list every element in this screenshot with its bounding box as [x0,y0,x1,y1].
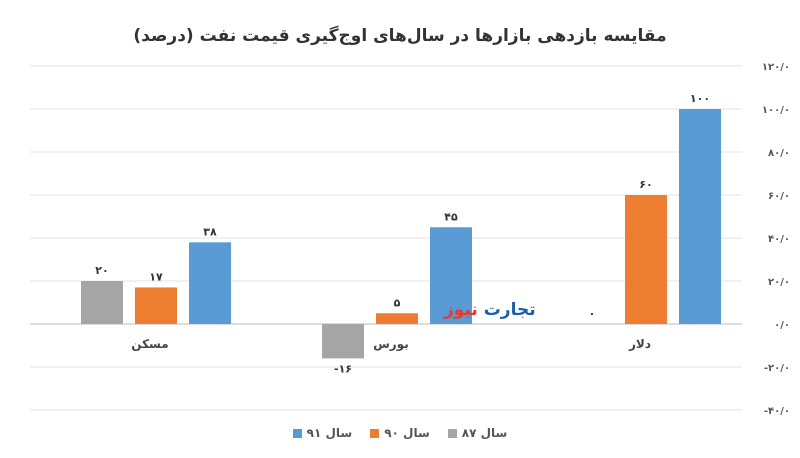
bar [135,287,177,324]
chart-title: مقایسه بازدهی بازارها در سال‌های اوج‌گیر… [133,26,667,46]
data-label: ۰ [589,307,596,320]
data-label: -۱۶ [334,362,352,375]
legend-item: سال ۹۱ [292,426,353,440]
category-label: مسکن [131,337,168,351]
watermark-part2: نیوز [444,300,478,320]
y-tick-label: -۴۰/۰ [764,406,790,417]
data-label: ۶۰ [639,178,652,191]
category-label: دلار [628,337,651,351]
watermark-logo: تجارت نیوز [444,300,536,320]
legend-label: سال ۹۰ [384,426,430,440]
bar [679,109,721,324]
y-tick-label: ۰/۰ [774,320,790,331]
legend-item: سال ۸۷ [447,426,508,440]
y-tick-label: ۸۰/۰ [768,148,790,159]
legend-swatch [292,428,302,438]
data-label: ۲۰ [95,264,108,277]
legend: سال ۹۱ سال ۹۰ سال ۸۷ [0,426,800,440]
y-tick-label: ۶۰/۰ [768,191,790,202]
data-label: ۴۵ [444,210,458,223]
bar [430,227,472,324]
legend-label: سال ۹۱ [306,426,353,440]
y-tick-label: -۲۰/۰ [764,363,790,374]
legend-label: سال ۸۷ [461,426,508,440]
category-label: بورس [373,337,409,352]
bar [376,313,418,324]
bar [322,324,364,359]
y-tick-label: ۱۰۰/۰ [762,105,790,116]
watermark-part1: تجارت [483,300,536,320]
y-tick-label: ۱۲۰/۰ [762,62,790,73]
bar [81,281,123,324]
data-label: ۵ [394,296,401,309]
data-label: ۳۸ [203,225,217,238]
legend-item: سال ۹۰ [370,426,430,440]
y-tick-label: ۴۰/۰ [768,234,790,245]
bar [625,195,667,324]
data-label: ۱۷ [149,270,163,283]
legend-swatch [447,428,457,438]
y-tick-label: ۲۰/۰ [768,277,790,288]
legend-swatch [370,428,380,438]
data-label: ۱۰۰ [690,92,710,105]
bar [189,242,231,324]
